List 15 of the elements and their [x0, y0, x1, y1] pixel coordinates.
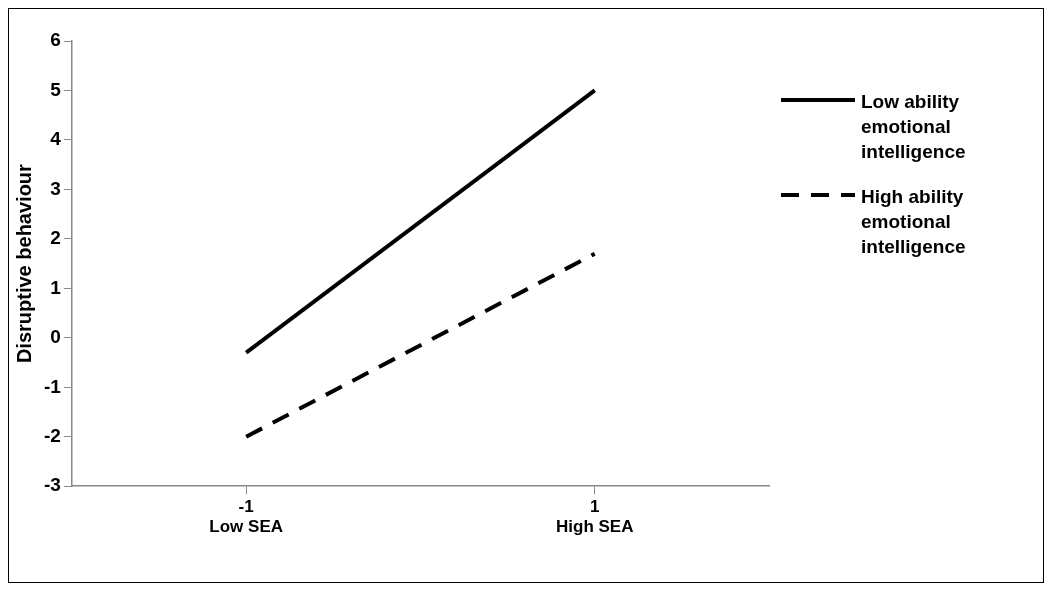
- legend-label: Low ability emotional intelligence: [861, 90, 967, 164]
- y-tick-label: 0: [50, 326, 61, 348]
- y-tick-label: 6: [50, 29, 61, 51]
- y-tick-label: -3: [43, 474, 61, 496]
- x-tick-label: 1 High SEA: [556, 497, 634, 537]
- y-tick-label: -2: [43, 424, 61, 446]
- y-tick-label: 1: [50, 276, 62, 298]
- legend-label: High ability emotional intelligence: [861, 185, 967, 259]
- y-tick-label: 3: [50, 177, 61, 199]
- y-tick-label: 4: [50, 128, 62, 150]
- y-axis-title: Disruptive behaviour: [12, 163, 35, 364]
- y-tick-label: 2: [50, 227, 61, 249]
- x-tick-label: -1 Low SEA: [209, 497, 284, 537]
- y-tick-label: 5: [50, 78, 62, 100]
- y-tick-label: -1: [43, 375, 62, 397]
